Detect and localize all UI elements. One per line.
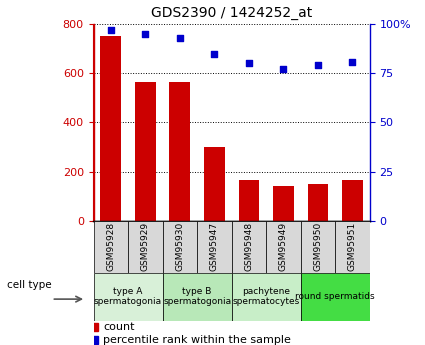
Point [108, 27, 114, 33]
Bar [162, 273, 232, 321]
Title: GDS2390 / 1424252_at: GDS2390 / 1424252_at [151, 6, 312, 20]
Bar [232, 221, 266, 273]
Text: percentile rank within the sample: percentile rank within the sample [103, 335, 291, 345]
Point [142, 31, 149, 37]
Point [211, 51, 218, 56]
Text: cell type: cell type [8, 280, 52, 289]
Point [246, 61, 252, 66]
Text: GSM95948: GSM95948 [244, 222, 253, 271]
Bar [170, 82, 190, 221]
Bar [266, 221, 300, 273]
Text: GSM95950: GSM95950 [314, 222, 323, 271]
Text: pachytene
spermatocytes: pachytene spermatocytes [232, 287, 300, 306]
Bar [162, 221, 197, 273]
Text: round spermatids: round spermatids [295, 292, 375, 301]
Text: GSM95947: GSM95947 [210, 222, 219, 271]
Bar [135, 82, 156, 221]
Bar [308, 184, 328, 221]
Point [349, 59, 356, 64]
Bar [300, 221, 335, 273]
Bar [204, 147, 225, 221]
Point [314, 63, 321, 68]
Text: GSM95928: GSM95928 [106, 222, 115, 271]
Bar [238, 180, 259, 221]
Bar [342, 179, 363, 221]
Text: type B
spermatogonia: type B spermatogonia [163, 287, 231, 306]
Bar [94, 273, 162, 321]
Bar [335, 221, 370, 273]
Text: type A
spermatogonia: type A spermatogonia [94, 287, 162, 306]
Bar [94, 221, 128, 273]
Point [280, 67, 287, 72]
Bar [232, 273, 300, 321]
Text: GSM95949: GSM95949 [279, 222, 288, 271]
Bar [300, 273, 370, 321]
Text: GSM95929: GSM95929 [141, 222, 150, 271]
Bar [273, 186, 294, 221]
Point [176, 35, 183, 41]
Text: count: count [103, 322, 135, 332]
Bar [100, 37, 121, 221]
Text: GSM95951: GSM95951 [348, 222, 357, 271]
Bar [197, 221, 232, 273]
Text: GSM95930: GSM95930 [176, 222, 184, 271]
Bar [128, 221, 162, 273]
